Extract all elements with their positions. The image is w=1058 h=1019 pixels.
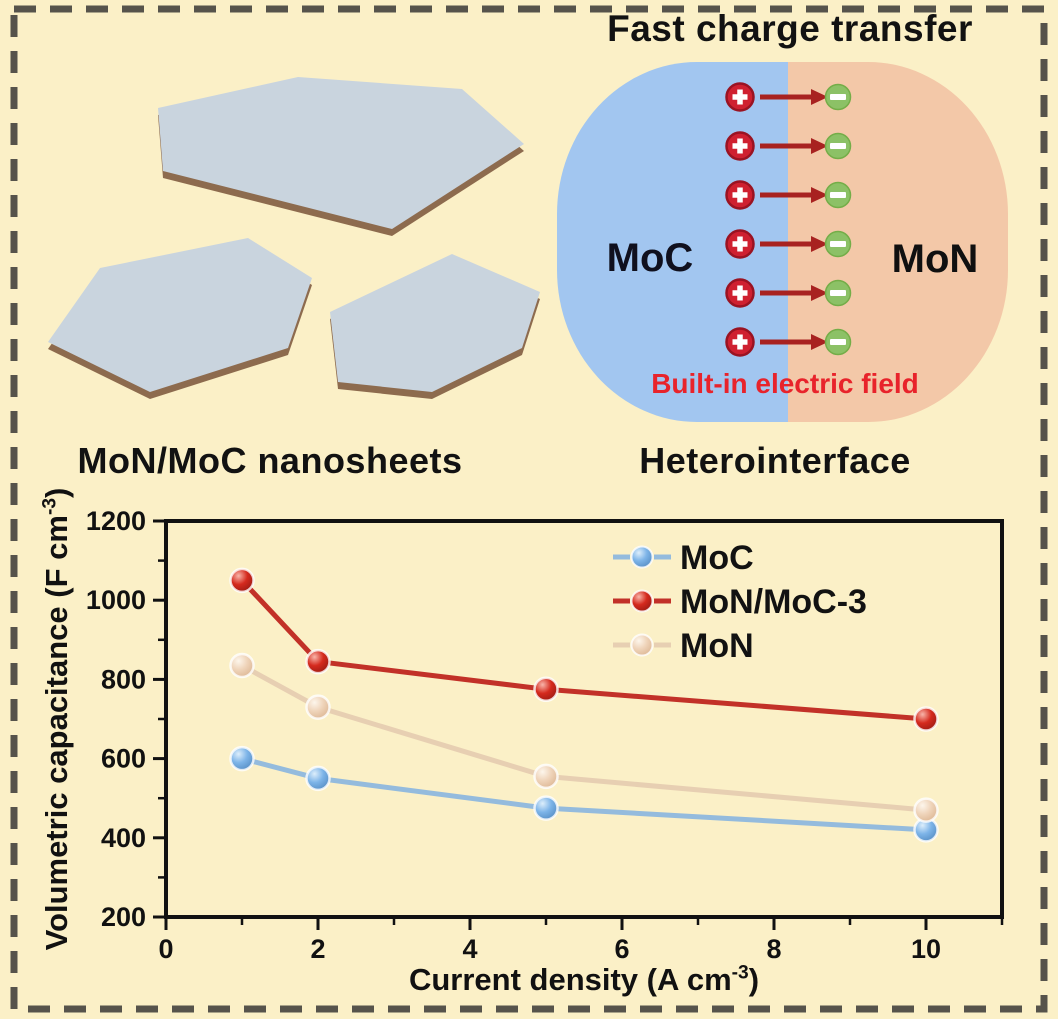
chart-frame bbox=[164, 519, 1004, 919]
x-axis-label-sup: -3 bbox=[731, 962, 749, 984]
data-point-marker bbox=[305, 648, 331, 675]
data-point-marker bbox=[533, 795, 559, 821]
y-axis-label: Volumetric capacitance (F cm-3) bbox=[39, 488, 75, 951]
data-point-marker bbox=[913, 706, 939, 732]
series-moc bbox=[229, 745, 939, 843]
series-line bbox=[239, 663, 929, 813]
y-tick-label: 200 bbox=[101, 902, 146, 932]
x-axis-label-text: Current density (A cm bbox=[408, 962, 732, 997]
series-line bbox=[239, 756, 929, 833]
legend-item: MoC bbox=[613, 539, 754, 577]
data-point-marker bbox=[305, 694, 331, 720]
x-axis-label: Current density (A cm-3) bbox=[166, 962, 1002, 998]
y-axis-label-sup: -3 bbox=[39, 497, 61, 516]
data-point-marker bbox=[913, 797, 939, 823]
x-axis-label-close: ) bbox=[748, 962, 760, 997]
x-tick-label: 8 bbox=[766, 934, 781, 964]
y-tick-label: 1200 bbox=[86, 506, 146, 536]
data-point-marker bbox=[229, 652, 255, 679]
charge-transfer-title: Fast charge transfer bbox=[607, 8, 973, 49]
data-point-marker bbox=[229, 745, 255, 772]
legend-item: MoN/MoC-3 bbox=[613, 583, 867, 621]
x-tick-label: 10 bbox=[911, 934, 941, 964]
series-mon bbox=[229, 652, 939, 823]
y-tick-label: 400 bbox=[101, 823, 146, 853]
data-point-marker bbox=[533, 676, 559, 703]
x-tick-label: 2 bbox=[310, 934, 325, 964]
y-tick-label: 800 bbox=[101, 664, 146, 694]
x-tick-label: 4 bbox=[462, 934, 477, 964]
legend-item: MoN bbox=[613, 627, 754, 665]
legend-label: MoC bbox=[680, 539, 754, 577]
nanosheets-caption: MoN/MoC nanosheets bbox=[77, 440, 463, 481]
y-tick-label: 600 bbox=[101, 744, 146, 774]
y-axis-label-text: Volumetric capacitance (F cm bbox=[39, 515, 74, 951]
chart-legend: MoC MoN/MoC-3 MoN bbox=[613, 539, 867, 665]
heterointerface-caption: Heterointerface bbox=[639, 440, 911, 481]
y-tick-label: 1000 bbox=[86, 585, 146, 615]
legend-marker bbox=[630, 589, 654, 613]
data-point-marker bbox=[533, 763, 559, 790]
x-tick-label: 0 bbox=[158, 934, 173, 964]
data-point-marker bbox=[305, 765, 331, 792]
x-tick-label: 6 bbox=[614, 934, 629, 964]
legend-marker bbox=[630, 633, 654, 657]
y-axis-label-close: ) bbox=[39, 487, 74, 498]
legend-label: MoN/MoC-3 bbox=[680, 583, 867, 621]
legend-label: MoN bbox=[680, 627, 754, 665]
data-point-marker bbox=[229, 567, 255, 594]
legend-marker bbox=[630, 545, 654, 569]
